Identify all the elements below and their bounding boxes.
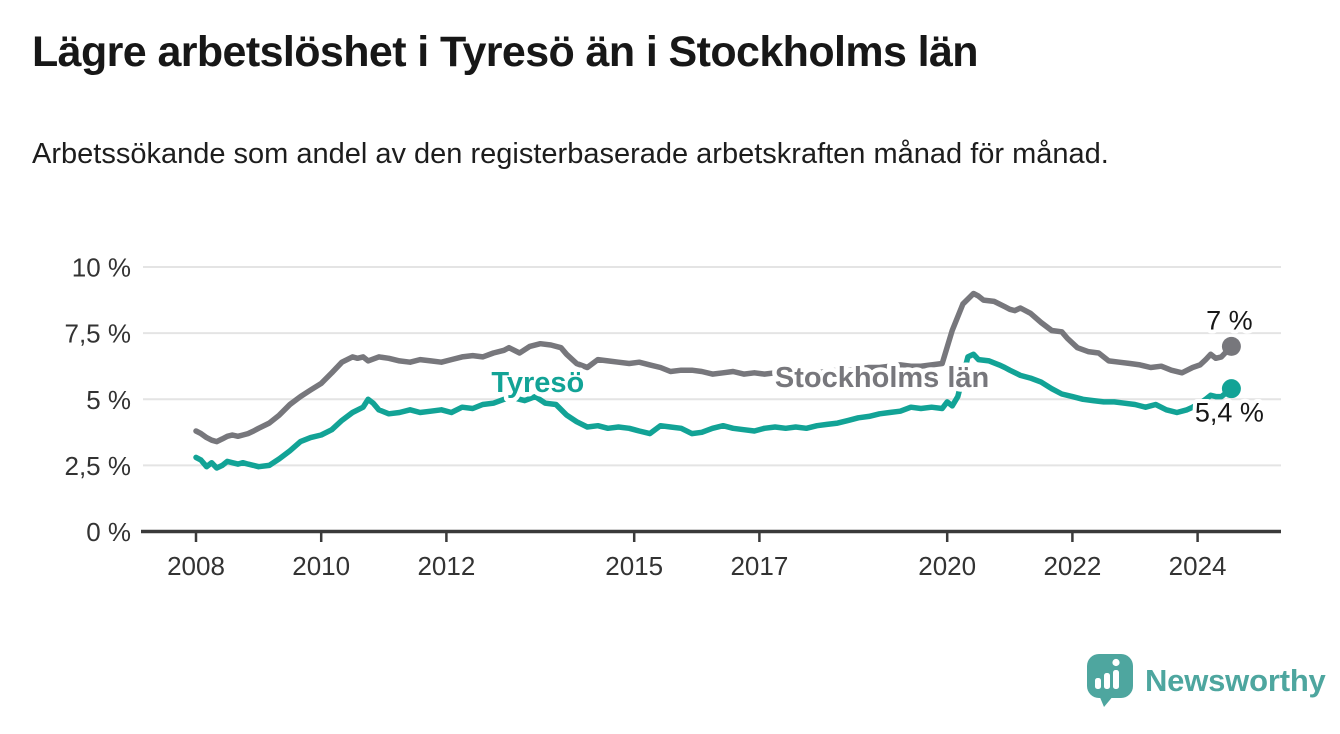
- y-tick-label: 2,5 %: [65, 451, 132, 481]
- x-tick-label: 2012: [417, 551, 475, 581]
- chart-subtitle: Arbetssökande som andel av den registerb…: [32, 138, 1109, 170]
- series-label-Tyresö: Tyresö: [491, 367, 584, 399]
- series-line-Tyresö: [193, 351, 1235, 471]
- y-tick-label: 5 %: [86, 385, 131, 415]
- page-title: Lägre arbetslöshet i Tyresö än i Stockho…: [32, 28, 979, 76]
- series-end-dot-Stockholms län: [1221, 336, 1241, 356]
- series-label-Stockholms län: Stockholms län: [775, 362, 989, 394]
- newsworthy-logo: Newsworthy: [1086, 653, 1326, 708]
- x-tick-label: 2020: [918, 551, 976, 581]
- y-tick-label: 7,5 %: [65, 319, 132, 349]
- x-tick-label: 2015: [605, 551, 663, 581]
- series-end-dot-Tyresö: [1221, 379, 1241, 399]
- x-tick-label: 2024: [1169, 551, 1227, 581]
- newsworthy-pin-barchart-icon: [1087, 654, 1133, 707]
- x-tick-label: 2017: [730, 551, 788, 581]
- x-tick-label: 2008: [167, 551, 225, 581]
- brand-name: Newsworthy: [1145, 662, 1326, 698]
- series-line-Stockholms län: [193, 290, 1235, 445]
- x-tick-label: 2010: [292, 551, 350, 581]
- end-value-label-Stockholms län: 7 %: [1206, 305, 1253, 335]
- y-tick-label: 0 %: [86, 517, 131, 547]
- x-tick-label: 2022: [1043, 551, 1101, 581]
- y-tick-label: 10 %: [72, 253, 131, 283]
- end-value-label-Tyresö: 5,4 %: [1195, 398, 1264, 428]
